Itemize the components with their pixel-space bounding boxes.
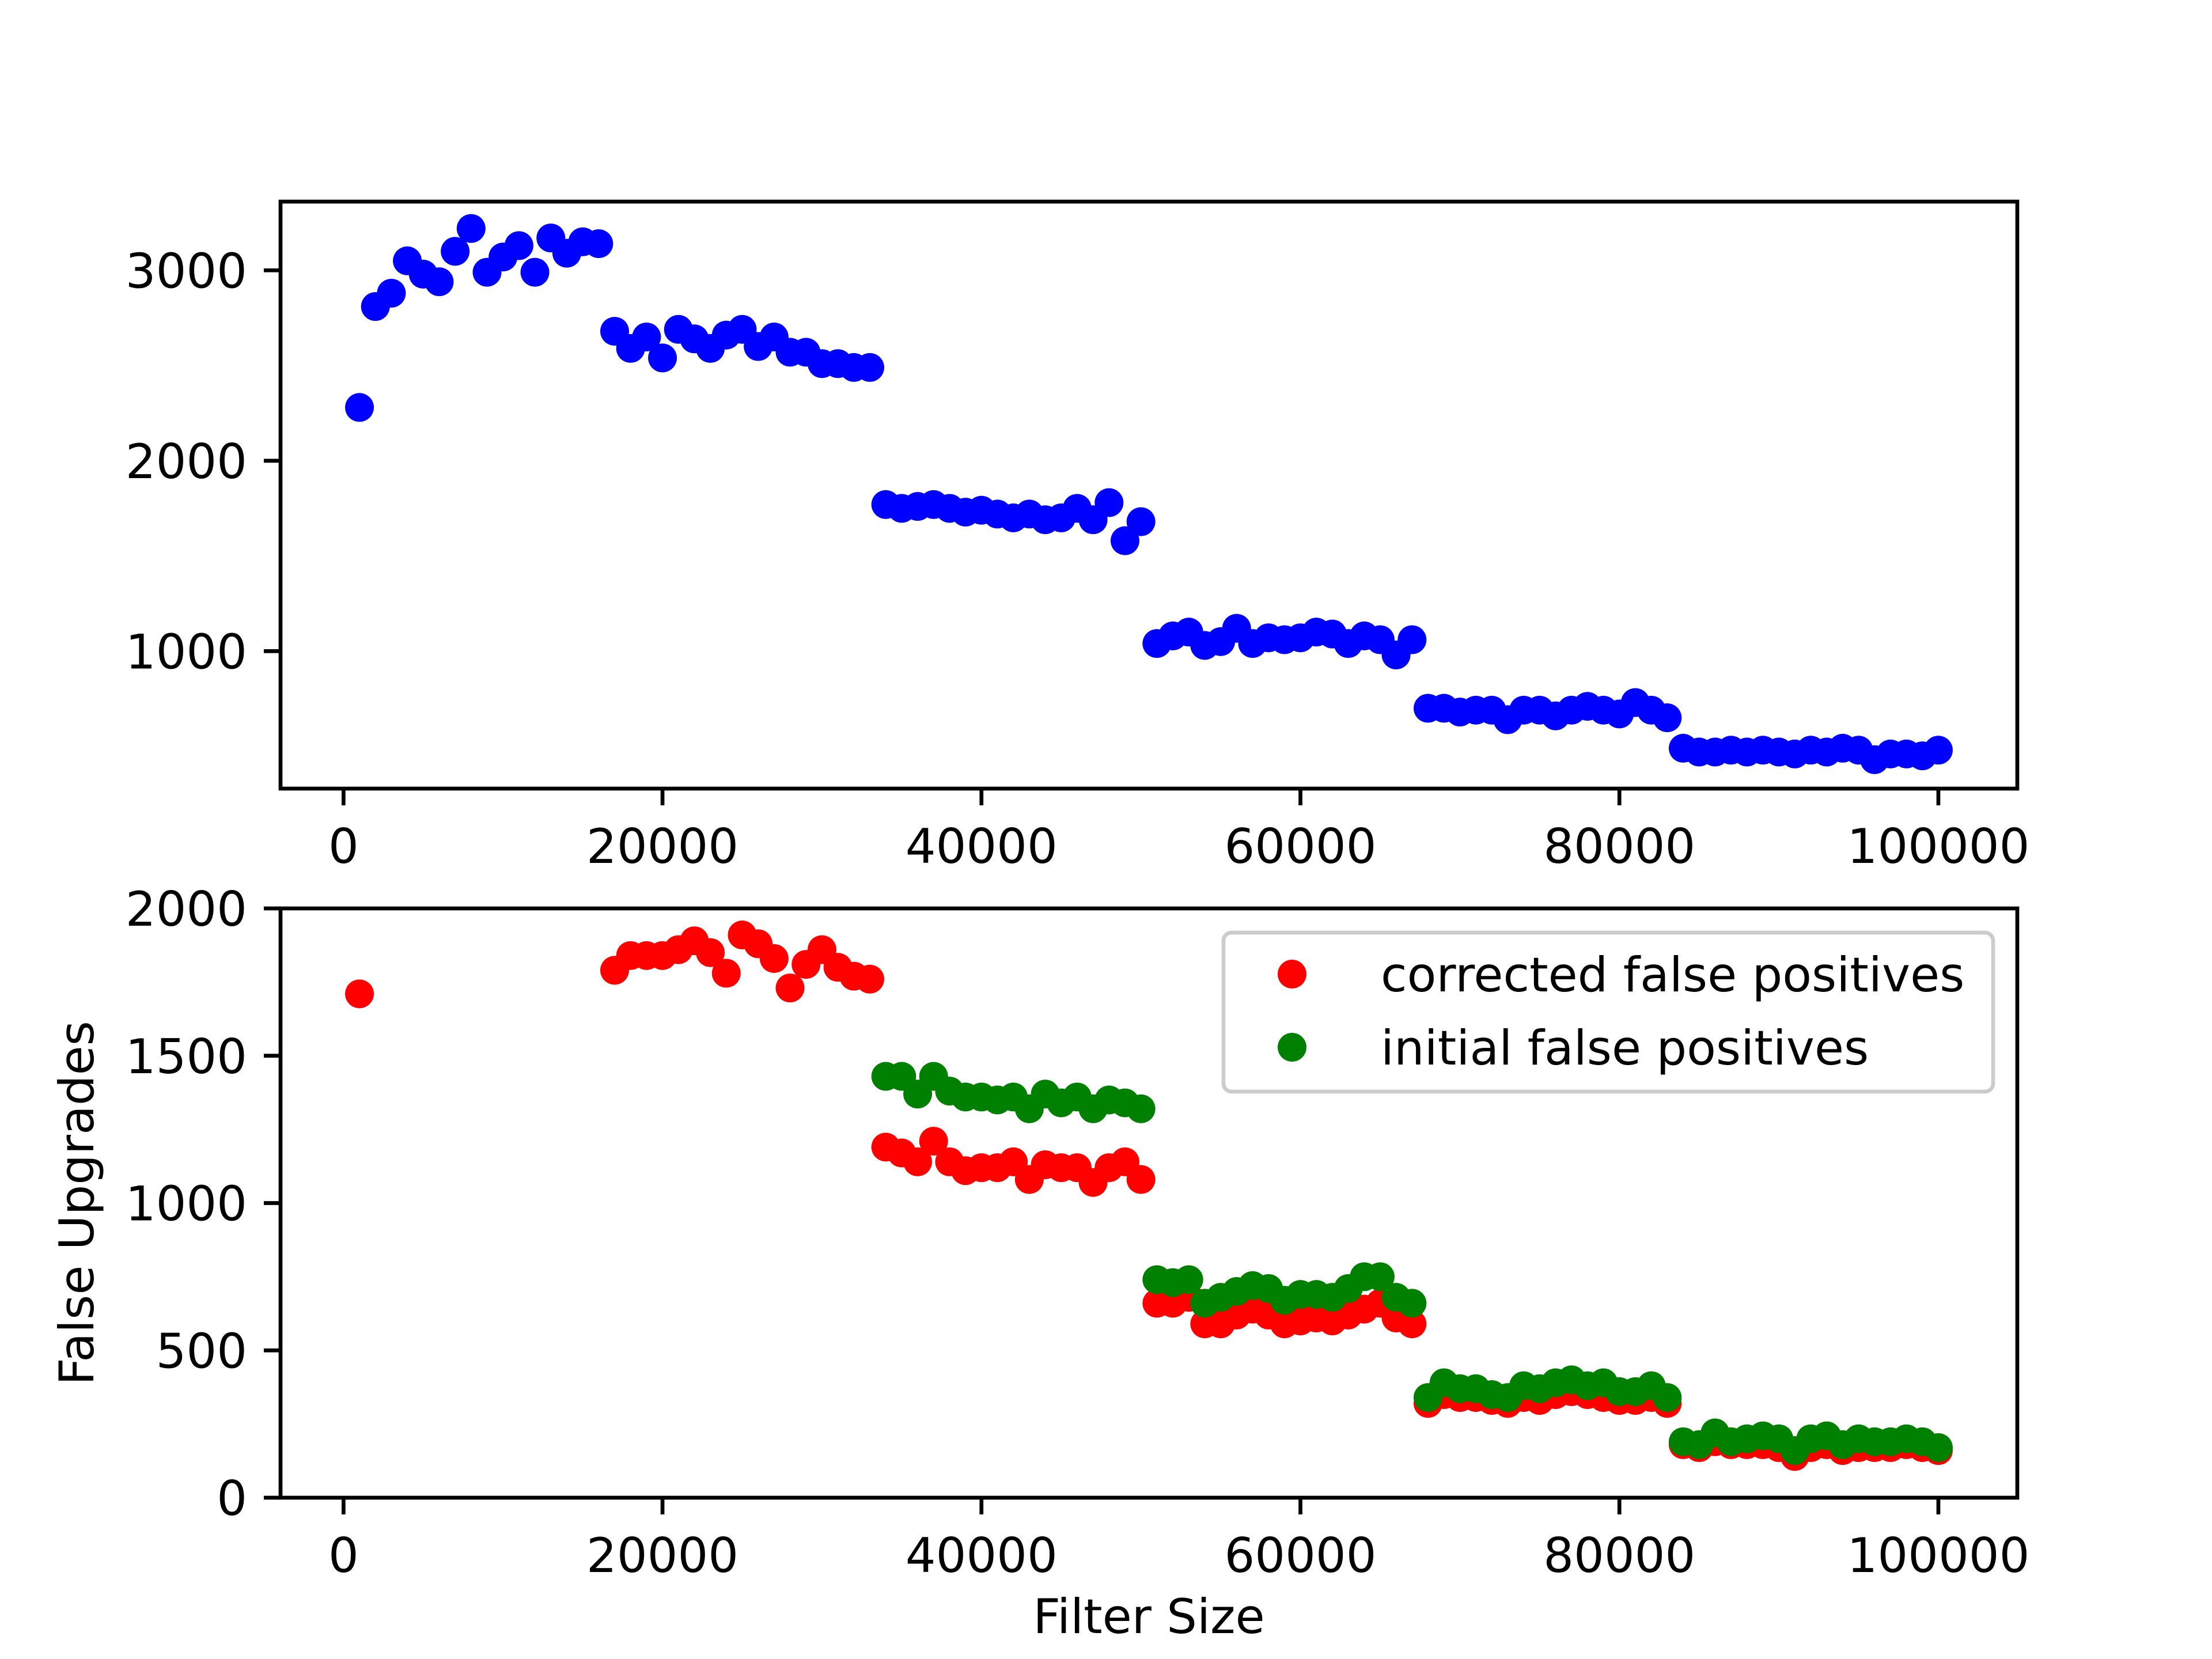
point bbox=[1923, 736, 1953, 765]
x-tick-label: 20000 bbox=[586, 1528, 738, 1584]
y-tick-label: 1000 bbox=[126, 624, 247, 680]
x-tick-label: 80000 bbox=[1543, 1528, 1695, 1584]
x-tick-label: 0 bbox=[328, 1528, 359, 1584]
point bbox=[919, 1127, 948, 1156]
x-tick-label: 100000 bbox=[1847, 1528, 2030, 1584]
point bbox=[1126, 1165, 1156, 1194]
point bbox=[456, 214, 486, 243]
point bbox=[855, 964, 884, 994]
y-tick-label: 2000 bbox=[126, 881, 247, 937]
legend-label: initial false positives bbox=[1381, 1020, 1869, 1076]
point bbox=[855, 353, 884, 382]
point bbox=[711, 959, 741, 988]
point bbox=[1126, 507, 1156, 536]
y-axis-label: False Upgrades bbox=[49, 1021, 105, 1385]
point bbox=[584, 229, 613, 259]
point bbox=[632, 323, 661, 352]
x-tick-label: 40000 bbox=[906, 819, 1058, 874]
point bbox=[441, 237, 470, 266]
point bbox=[1923, 1433, 1953, 1463]
point bbox=[504, 231, 533, 260]
point bbox=[1397, 1289, 1427, 1318]
axes-frame bbox=[278, 199, 2020, 791]
point bbox=[1094, 488, 1124, 517]
x-tick-label: 60000 bbox=[1224, 819, 1376, 874]
point bbox=[1653, 1383, 1682, 1412]
x-tick-label: 0 bbox=[328, 819, 359, 874]
legend-marker bbox=[1278, 1033, 1306, 1062]
x-tick-label: 60000 bbox=[1224, 1528, 1376, 1584]
x-tick-label: 100000 bbox=[1847, 819, 2030, 874]
point bbox=[377, 278, 406, 308]
y-tick-label: 0 bbox=[217, 1471, 247, 1527]
x-axis-label: Filter Size bbox=[1033, 1589, 1264, 1645]
y-tick-label: 3000 bbox=[126, 243, 247, 299]
point bbox=[696, 938, 725, 967]
legend-marker bbox=[1278, 960, 1306, 988]
point bbox=[1365, 1262, 1395, 1291]
legend-label: corrected false positives bbox=[1381, 947, 1964, 1003]
scatter-series bbox=[345, 214, 1953, 774]
point bbox=[1653, 703, 1682, 733]
legend-frame bbox=[1221, 930, 1995, 1094]
point bbox=[1110, 526, 1139, 555]
point bbox=[425, 267, 454, 297]
x-tick-label: 80000 bbox=[1543, 819, 1695, 874]
y-tick-label: 2000 bbox=[126, 434, 247, 490]
point bbox=[759, 944, 789, 973]
point bbox=[903, 1147, 933, 1176]
x-tick-label: 40000 bbox=[906, 1528, 1058, 1584]
point bbox=[520, 257, 550, 287]
point bbox=[1397, 625, 1427, 654]
point bbox=[345, 979, 374, 1009]
point bbox=[1126, 1094, 1156, 1123]
y-tick-label: 1000 bbox=[126, 1176, 247, 1232]
x-tick-label: 20000 bbox=[586, 819, 738, 874]
legend: corrected false positives initial false p… bbox=[1221, 930, 1995, 1094]
point bbox=[1397, 1309, 1427, 1339]
point bbox=[345, 393, 374, 422]
y-tick-label: 1500 bbox=[126, 1029, 247, 1085]
point bbox=[1174, 1265, 1203, 1294]
point bbox=[648, 343, 677, 373]
point bbox=[775, 974, 805, 1003]
scatter-series bbox=[871, 1062, 1953, 1465]
y-tick-label: 500 bbox=[156, 1323, 247, 1379]
